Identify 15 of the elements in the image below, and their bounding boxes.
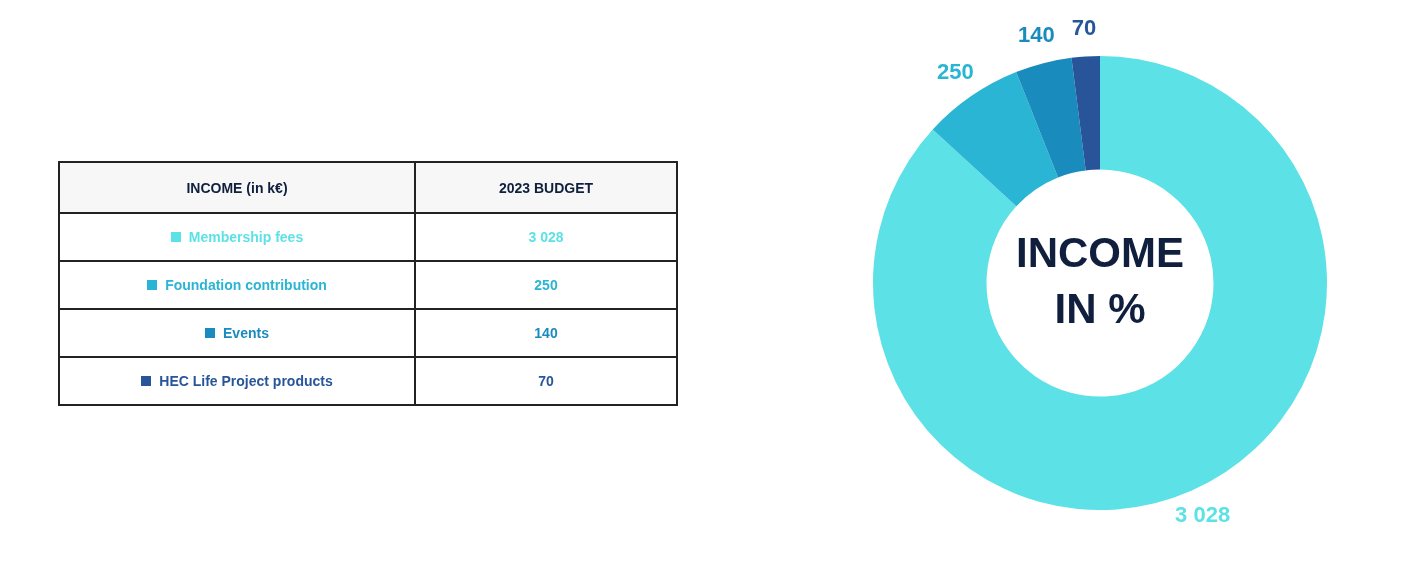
data-label: 250 — [936, 59, 974, 85]
text: 140 — [534, 325, 558, 341]
data-label: 140 — [1018, 22, 1055, 48]
text: INCOME IN % — [1016, 228, 1184, 332]
text: INCOME (in k€) — [59, 162, 415, 213]
data-label: 70 — [1071, 14, 1097, 40]
text: 250 — [534, 277, 558, 293]
data-label: 3 028 — [1175, 502, 1231, 528]
legend-label: Foundation contribution — [165, 277, 327, 293]
legend-label: Membership fees — [188, 229, 304, 245]
text: 2023 BUDGET — [415, 162, 677, 213]
text: 70 — [538, 373, 554, 389]
legend-label: Events — [223, 325, 269, 341]
text: 3 028 — [528, 229, 564, 245]
legend-label: HEC Life Project products — [159, 373, 333, 389]
